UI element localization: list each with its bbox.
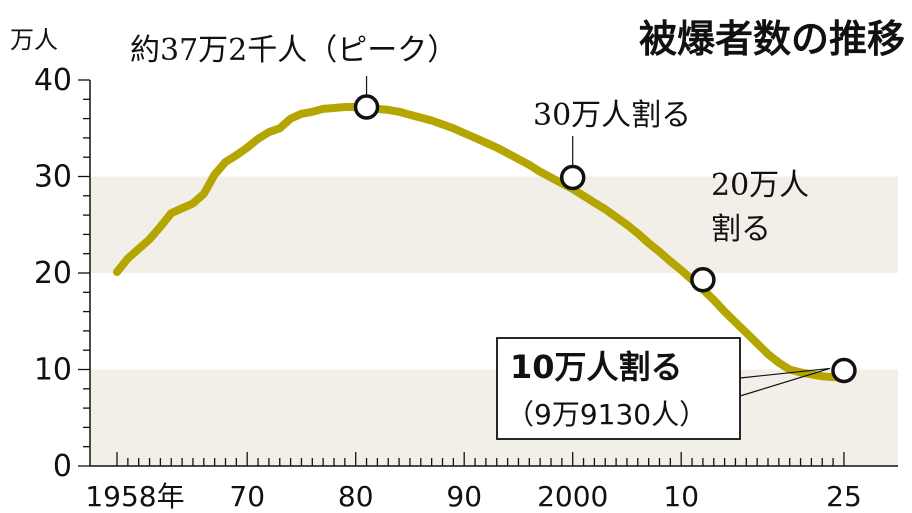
background-bands bbox=[90, 176, 898, 466]
x-axis-ticks: 1958年 70 80 90 2000 10 25 bbox=[85, 452, 862, 513]
twenty-annotation-line2: 割る bbox=[711, 212, 771, 247]
marker-2 bbox=[690, 267, 716, 293]
series-line bbox=[113, 103, 848, 382]
ten-leader-line bbox=[739, 367, 831, 397]
ten-annotation-box bbox=[496, 337, 741, 440]
band-1 bbox=[90, 176, 898, 273]
ten-annotation-line1: 10万人割る bbox=[510, 348, 683, 386]
x-tick-label: 90 bbox=[446, 480, 482, 513]
band-0 bbox=[90, 369, 898, 466]
x-tick-label: 2000 bbox=[537, 480, 608, 513]
x-tick-label: 10 bbox=[663, 480, 699, 513]
twenty-annotation-line1: 20万人 bbox=[711, 168, 809, 203]
y-tick-label: 30 bbox=[34, 160, 72, 195]
y-tick-label: 40 bbox=[34, 63, 72, 98]
x-tick-label: 1958年 bbox=[85, 480, 184, 513]
y-tick-label: 0 bbox=[53, 449, 72, 484]
x-tick-label: 70 bbox=[229, 480, 265, 513]
marker-3 bbox=[831, 357, 857, 384]
marker-0 bbox=[353, 94, 380, 120]
y-tick-label: 10 bbox=[34, 353, 72, 388]
chart-title: 被爆者数の推移 bbox=[639, 17, 905, 61]
x-tick-label: 25 bbox=[826, 480, 862, 513]
peak-annotation: 約37万2千人（ピーク） bbox=[130, 33, 457, 68]
marker-1 bbox=[559, 164, 586, 191]
y-axis-ticks: 0 10 20 30 40 bbox=[34, 63, 90, 484]
thirty-annotation: 30万人割る bbox=[533, 98, 691, 133]
y-axis-unit-label: 万人 bbox=[10, 26, 58, 54]
ten-annotation-line2: （9万9130人） bbox=[506, 398, 707, 431]
x-tick-label: 80 bbox=[338, 480, 374, 513]
y-tick-label: 20 bbox=[34, 256, 72, 291]
